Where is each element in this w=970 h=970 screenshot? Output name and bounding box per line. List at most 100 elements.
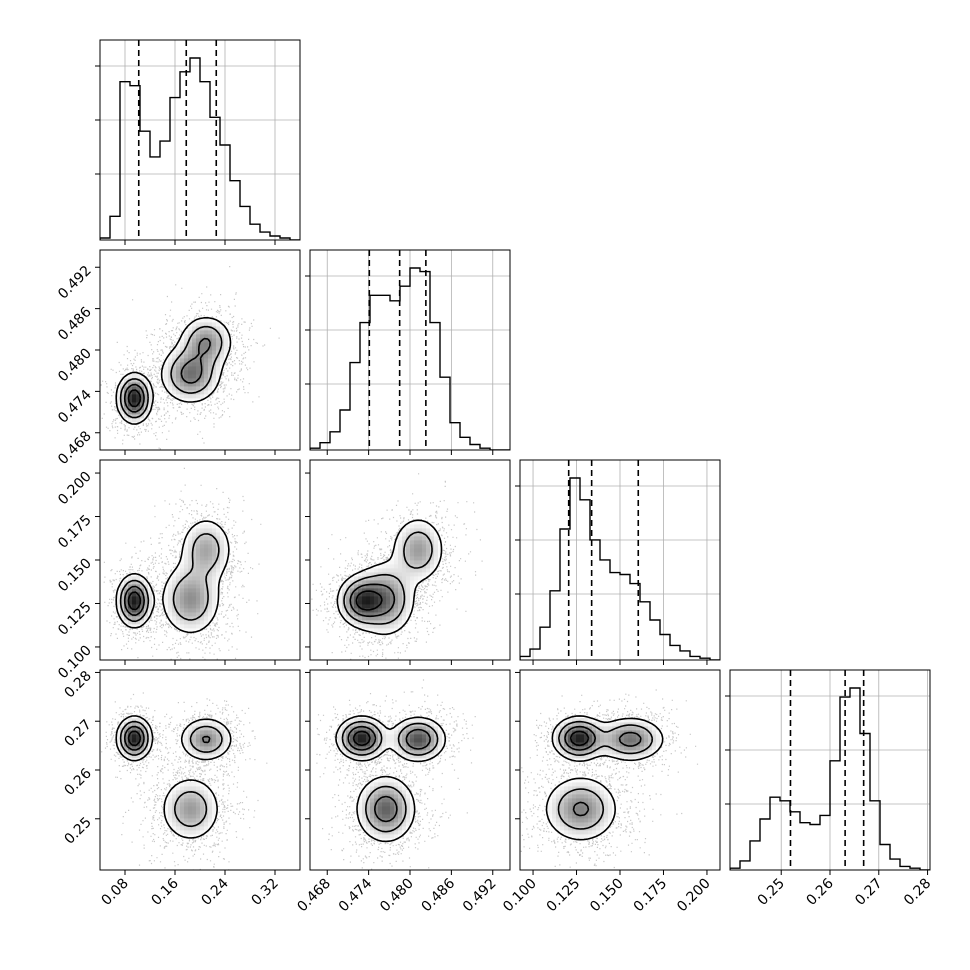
density-cell [560, 810, 565, 815]
density-cell [136, 620, 141, 625]
density-cell [370, 814, 375, 819]
density-cell [362, 826, 367, 831]
density-cell [116, 738, 121, 743]
density-cell [382, 592, 387, 597]
density-cell [188, 750, 193, 755]
density-cell [136, 382, 141, 387]
density-cell [200, 564, 205, 569]
density-cell [204, 366, 209, 371]
density-cell [390, 814, 395, 819]
density-cell [572, 778, 577, 783]
density-cell [188, 616, 193, 621]
density-cell [200, 536, 205, 541]
x-tick-label: 0.468 [294, 876, 334, 916]
axis-frame [519, 669, 721, 871]
density-cell [604, 734, 609, 739]
density-cell [648, 734, 653, 739]
contour-line [115, 520, 230, 634]
density-cell [354, 604, 359, 609]
density-cell [398, 734, 403, 739]
density-cell [632, 742, 637, 747]
density-cell [600, 794, 605, 799]
density-cell [402, 584, 407, 589]
density-cell [128, 398, 133, 403]
density-cell [184, 394, 189, 399]
density-cell [196, 528, 201, 533]
density-cell [648, 726, 653, 731]
density-cell [382, 604, 387, 609]
density-cell [378, 782, 383, 787]
density-cell [568, 814, 573, 819]
density-cell [124, 588, 129, 593]
density-cell [568, 730, 573, 735]
y-tick-label: 0.27 [61, 717, 94, 750]
density-cell [580, 806, 585, 811]
density-cell [168, 576, 173, 581]
density-cell [196, 394, 201, 399]
density-cell [196, 358, 201, 363]
density-cell [132, 576, 137, 581]
density-cell [580, 738, 585, 743]
density-cell [596, 750, 601, 755]
y-tick-label: 0.474 [55, 387, 95, 427]
density-cell [632, 746, 637, 751]
density-cell [382, 742, 387, 747]
density-cell [224, 552, 229, 557]
density-cell [200, 386, 205, 391]
density-cell [414, 742, 419, 747]
density-cell [394, 834, 399, 839]
density-cell [386, 778, 391, 783]
density-cell [402, 580, 407, 585]
density-cell [390, 806, 395, 811]
density-cell [338, 730, 343, 735]
density-cell [180, 826, 185, 831]
density-cell [374, 722, 379, 727]
density-cell [394, 822, 399, 827]
density-cell [644, 738, 649, 743]
density-cell [394, 600, 399, 605]
density-cell [208, 742, 213, 747]
density-cell [580, 750, 585, 755]
density-cell [378, 790, 383, 795]
density-cell [390, 822, 395, 827]
density-cell [596, 738, 601, 743]
density-cell [564, 826, 569, 831]
density-cell [406, 596, 411, 601]
density-cell [552, 738, 557, 743]
density-cell [382, 628, 387, 633]
density-cell [192, 608, 197, 613]
density-cell [382, 576, 387, 581]
density-cell [148, 406, 153, 411]
density-cell [616, 746, 621, 751]
density-cell [184, 564, 189, 569]
density-cell [374, 790, 379, 795]
density-cell [568, 754, 573, 759]
histogram-panel [95, 39, 301, 241]
density-cell [216, 362, 221, 367]
density-cell [398, 556, 403, 561]
density-cell [430, 738, 435, 743]
density-cell [580, 814, 585, 819]
x-tick-label: 0.125 [544, 876, 584, 916]
density-cell [362, 798, 367, 803]
density-cell [628, 742, 633, 747]
density-cell [612, 754, 617, 759]
density-cell [220, 362, 225, 367]
density-cell [406, 524, 411, 529]
density-cell [548, 810, 553, 815]
density-cell [600, 726, 605, 731]
density-cell [636, 730, 641, 735]
density-cell [200, 830, 205, 835]
density-cell [192, 734, 197, 739]
density-cell [204, 322, 209, 327]
density-cell [366, 734, 371, 739]
density-cell [580, 746, 585, 751]
density-cell [362, 814, 367, 819]
density-cell [168, 596, 173, 601]
density-cell [402, 830, 407, 835]
density-cell [648, 738, 653, 743]
density-cell [358, 600, 363, 605]
density-cell [124, 600, 129, 605]
density-cell [204, 738, 209, 743]
density-cell [196, 746, 201, 751]
